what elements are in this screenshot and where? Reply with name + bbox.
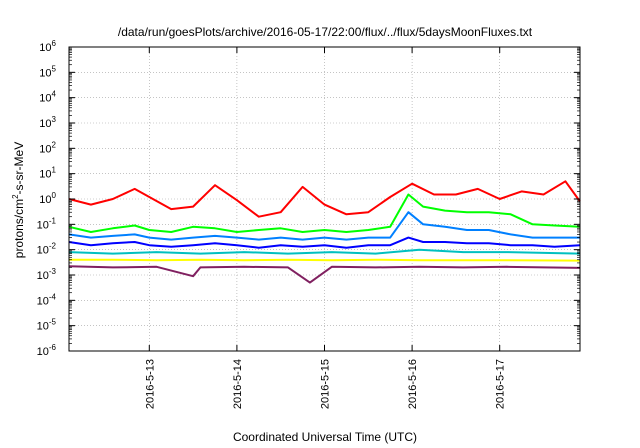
y-tick-base: 10	[37, 270, 49, 282]
y-tick-base: 10	[37, 346, 49, 358]
y-axis-label-rest: -s-sr-MeV	[12, 142, 26, 195]
y-tick-label: 100	[39, 191, 56, 206]
y-tick-exponent: -2	[49, 242, 57, 251]
y-tick-base: 10	[37, 321, 49, 333]
x-tick-labels: 2016-5-13 2016-5-14 2016-5-15 2016-5-16 2016…	[144, 359, 506, 409]
x-tick-label: 2016-5-13	[144, 359, 156, 409]
y-tick-exponent: 6	[52, 39, 57, 48]
x-tick-label: 2016-5-14	[232, 359, 244, 409]
y-axis-label: protons/cm2-s-sr-MeV	[11, 142, 26, 258]
y-tick-exponent: -5	[49, 318, 57, 327]
y-tick-label: 10-5	[37, 318, 57, 333]
y-tick-base: 10	[39, 194, 51, 206]
y-tick-label: 104	[39, 90, 56, 105]
y-tick-exponent: -6	[49, 343, 57, 352]
y-tick-label: 10-4	[37, 292, 57, 307]
series-line	[68, 236, 581, 249]
y-tick-base: 10	[39, 118, 51, 130]
y-tick-exponent: 3	[52, 115, 57, 124]
y-tick-base: 10	[39, 67, 51, 79]
y-tick-label: 10-6	[37, 343, 57, 358]
y-tick-label: 105	[39, 64, 56, 79]
series-line	[68, 193, 581, 233]
x-tick-label: 2016-5-15	[320, 359, 332, 409]
x-axis-label: Coordinated Universal Time (UTC)	[233, 430, 417, 444]
y-tick-exponent: 0	[52, 191, 57, 200]
y-axis-label-base: protons/cm	[12, 199, 26, 258]
y-tick-label: 103	[39, 115, 56, 130]
x-tick-label: 2016-5-16	[407, 359, 419, 409]
y-tick-exponent: 2	[52, 140, 57, 149]
y-axis-label-sup: 2	[11, 194, 20, 199]
y-tick-exponent: -1	[49, 216, 57, 225]
y-tick-base: 10	[39, 143, 51, 155]
y-tick-label: 102	[39, 140, 56, 155]
grid	[69, 47, 580, 351]
series-line	[68, 265, 581, 284]
series-line	[68, 248, 581, 255]
y-tick-base: 10	[37, 219, 49, 231]
y-tick-exponent: 5	[52, 64, 57, 73]
chart-title: /data/run/goesPlots/archive/2016-05-17/2…	[118, 25, 533, 39]
series-line	[68, 211, 580, 241]
y-tick-base: 10	[37, 245, 49, 257]
series-layer	[68, 180, 581, 284]
series-line	[69, 258, 581, 262]
y-tick-base: 10	[37, 295, 49, 307]
y-tick-base: 10	[39, 93, 51, 105]
y-tick-label: 106	[39, 39, 56, 54]
ticks	[69, 46, 580, 352]
series-line	[68, 180, 581, 218]
y-tick-label: 10-3	[37, 267, 57, 282]
x-tick-label: 2016-5-17	[495, 359, 507, 409]
y-tick-exponent: 4	[52, 90, 57, 99]
y-tick-base: 10	[39, 42, 51, 54]
y-tick-exponent: -3	[49, 267, 57, 276]
y-tick-label: 10-1	[37, 216, 57, 231]
y-tick-exponent: 1	[52, 166, 57, 175]
y-tick-base: 10	[39, 169, 51, 181]
y-tick-label: 101	[39, 166, 56, 181]
y-tick-label: 10-2	[37, 242, 57, 257]
y-tick-exponent: -4	[49, 292, 57, 301]
y-tick-labels: 10610510410310210110010-110-210-310-410-…	[37, 39, 57, 358]
